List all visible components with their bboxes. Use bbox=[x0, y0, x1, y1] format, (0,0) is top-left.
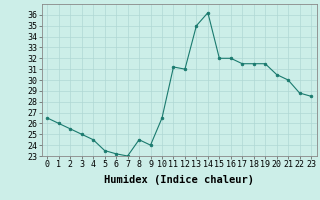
X-axis label: Humidex (Indice chaleur): Humidex (Indice chaleur) bbox=[104, 175, 254, 185]
